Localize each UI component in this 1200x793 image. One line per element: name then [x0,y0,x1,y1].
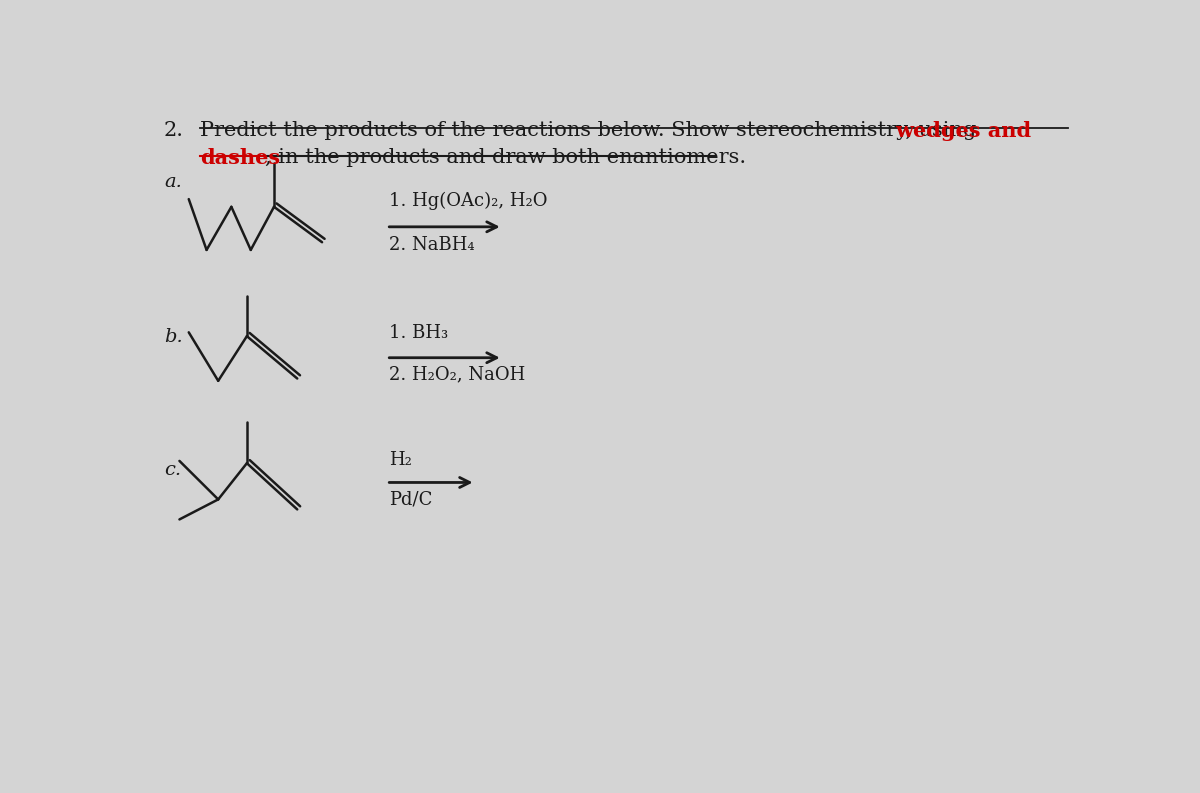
Text: 2. H₂O₂, NaOH: 2. H₂O₂, NaOH [389,366,524,384]
Text: Predict the products of the reactions below. Show stereochemistry, using: Predict the products of the reactions be… [200,121,983,140]
Text: wedges and: wedges and [895,121,1032,140]
Text: 2. NaBH₄: 2. NaBH₄ [389,236,474,254]
Text: dashes: dashes [200,148,281,168]
Text: 2.: 2. [164,121,184,140]
Text: a.: a. [164,173,182,191]
Text: 1. BH₃: 1. BH₃ [389,324,448,343]
Text: H₂: H₂ [389,450,412,469]
Text: b.: b. [164,328,182,347]
Text: c.: c. [164,461,181,479]
Text: , in the products and draw both enantiomers.: , in the products and draw both enantiom… [265,148,746,167]
Text: 1. Hg(OAc)₂, H₂O: 1. Hg(OAc)₂, H₂O [389,192,547,210]
Text: Pd/C: Pd/C [389,490,432,508]
